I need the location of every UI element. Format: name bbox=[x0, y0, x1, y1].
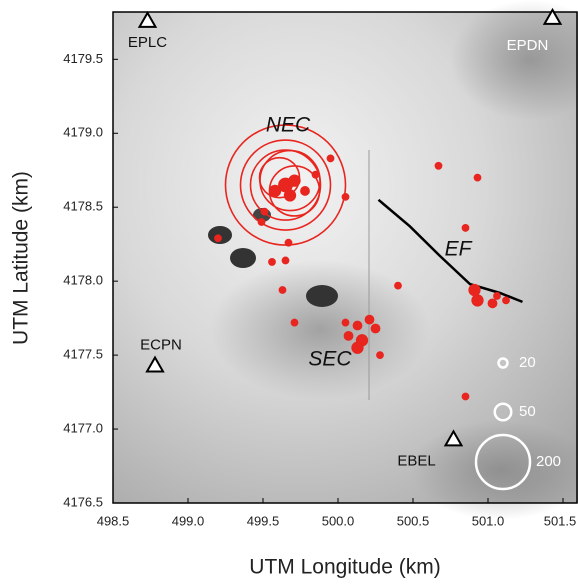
station bbox=[443, 429, 464, 447]
event bbox=[343, 330, 354, 341]
event bbox=[461, 392, 470, 401]
x-tick-label: 500.5 bbox=[397, 513, 430, 528]
annotation: NEC bbox=[266, 114, 311, 137]
event bbox=[487, 298, 498, 309]
station bbox=[542, 7, 563, 25]
y-tick-label: 4177.5 bbox=[63, 347, 103, 362]
event bbox=[461, 224, 470, 232]
event bbox=[249, 149, 322, 221]
event bbox=[281, 256, 290, 265]
event bbox=[493, 292, 501, 300]
event bbox=[214, 234, 222, 243]
event bbox=[502, 296, 510, 305]
size-legend-label: 200 bbox=[536, 453, 561, 470]
event bbox=[268, 165, 321, 217]
station bbox=[145, 355, 165, 373]
x-tick-label: 500.0 bbox=[322, 513, 355, 528]
station bbox=[137, 10, 158, 28]
x-tick-label: 501.0 bbox=[472, 513, 505, 528]
relief-shade bbox=[450, 0, 578, 120]
relief-shade bbox=[210, 260, 430, 400]
event bbox=[352, 320, 363, 331]
event bbox=[376, 351, 384, 360]
station-label: EBEL bbox=[397, 452, 435, 469]
size-legend-circle bbox=[493, 402, 513, 422]
y-tick-label: 4179.5 bbox=[63, 51, 103, 66]
event bbox=[288, 174, 301, 187]
y-tick-label: 4176.5 bbox=[63, 494, 103, 509]
event bbox=[473, 173, 482, 182]
station-label: EPLC bbox=[128, 34, 167, 51]
event bbox=[370, 323, 381, 334]
x-tick-label: 501.5 bbox=[544, 513, 577, 528]
event bbox=[434, 161, 443, 170]
crater bbox=[230, 248, 256, 268]
event bbox=[351, 341, 364, 354]
event bbox=[471, 294, 484, 307]
x-axis-label: UTM Longitude (km) bbox=[249, 556, 440, 579]
station-label: ECPN bbox=[140, 336, 182, 353]
y-tick-label: 4179.0 bbox=[63, 125, 103, 140]
x-tick-label: 499.5 bbox=[247, 513, 280, 528]
x-tick-label: 498.5 bbox=[97, 513, 130, 528]
event bbox=[224, 124, 347, 246]
y-tick-label: 4178.5 bbox=[63, 199, 103, 214]
event bbox=[394, 281, 402, 290]
event bbox=[300, 186, 310, 196]
event bbox=[326, 154, 335, 163]
fault-line bbox=[377, 198, 523, 304]
crater bbox=[306, 285, 338, 307]
event bbox=[341, 318, 350, 327]
y-axis-label: UTM Latitude (km) bbox=[10, 171, 33, 345]
size-legend-circle bbox=[474, 433, 532, 491]
y-tick-label: 4178.0 bbox=[63, 273, 103, 288]
event bbox=[290, 318, 299, 327]
y-tick-label: 4177.0 bbox=[63, 420, 103, 435]
event bbox=[268, 258, 276, 266]
event bbox=[278, 286, 287, 294]
x-tick-label: 499.0 bbox=[172, 513, 205, 528]
size-legend-circle bbox=[497, 357, 509, 369]
size-legend-label: 50 bbox=[519, 403, 536, 420]
station-label: EPDN bbox=[507, 37, 549, 54]
plot-frame bbox=[112, 11, 578, 504]
annotation: SEC bbox=[308, 348, 352, 371]
event bbox=[258, 156, 301, 199]
event bbox=[468, 283, 481, 297]
annotation: EF bbox=[445, 238, 473, 261]
event bbox=[239, 139, 332, 231]
event bbox=[364, 314, 375, 325]
size-legend-label: 20 bbox=[519, 354, 536, 371]
